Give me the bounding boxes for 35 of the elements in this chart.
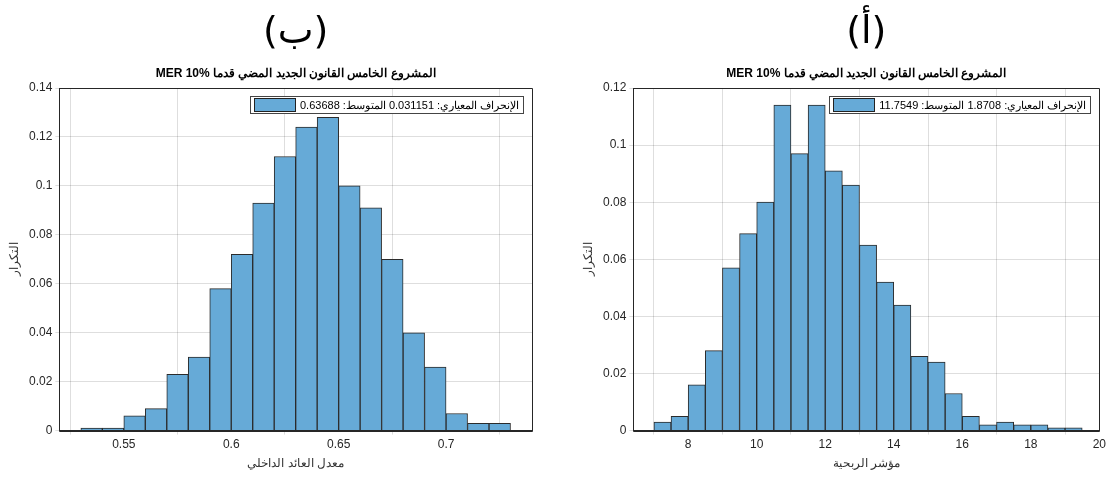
x-tick-label: 18 (1024, 437, 1038, 452)
chart-title: المشروع الخامس القانون الجديد المضي قدما MER 10% (726, 66, 1007, 80)
y-tick-label: 0.1 (609, 137, 627, 152)
y-tick-label: 0.12 (603, 80, 627, 95)
y-axis-title: التكرار (581, 242, 595, 277)
y-tick-label: 0.02 (603, 365, 627, 380)
x-tick-label: 14 (887, 437, 901, 452)
x-tick-label: 0.7 (437, 437, 455, 452)
legend-label: الإنحراف المعياري: 1.8708 المتوسط: 11.7549 (879, 98, 1087, 112)
y-tick-label: 0.12 (29, 129, 53, 144)
y-tick-label: 0 (619, 422, 627, 437)
x-tick-label: 8 (684, 437, 692, 452)
x-tick-label: 16 (955, 437, 970, 452)
y-axis-title: التكرار (7, 242, 21, 277)
x-tick-label: 0.6 (222, 437, 240, 452)
y-tick-label: 0 (45, 422, 53, 437)
y-tick-label: 0.06 (29, 276, 53, 291)
y-tick-label: 0.04 (29, 325, 53, 340)
legend-label: الإنحراف المعياري: 0.031151 المتوسط: 0.63688 (300, 98, 520, 112)
y-tick-label: 0.1 (35, 178, 53, 193)
y-tick-label: 0.04 (603, 308, 627, 323)
chart-title: المشروع الخامس القانون الجديد المضي قدما MER 10% (155, 66, 436, 80)
x-axis-title: مؤشر الربحية (832, 456, 900, 470)
y-tick-label: 0.02 (29, 373, 53, 388)
y-tick-label: 0.08 (29, 227, 53, 242)
x-axis-title: معدل العائد الداخلي (247, 456, 345, 470)
y-tick-label: 0.08 (603, 194, 627, 209)
x-tick-label: 0.65 (326, 437, 351, 452)
x-tick-label: 12 (818, 437, 833, 452)
y-tick-label: 0.14 (29, 80, 53, 95)
text: (ب) (262, 8, 329, 52)
x-tick-label: 20 (1092, 437, 1107, 452)
y-tick-label: 0.06 (603, 251, 627, 266)
x-tick-label: 10 (750, 437, 764, 452)
x-tick-label: 0.55 (112, 437, 136, 452)
